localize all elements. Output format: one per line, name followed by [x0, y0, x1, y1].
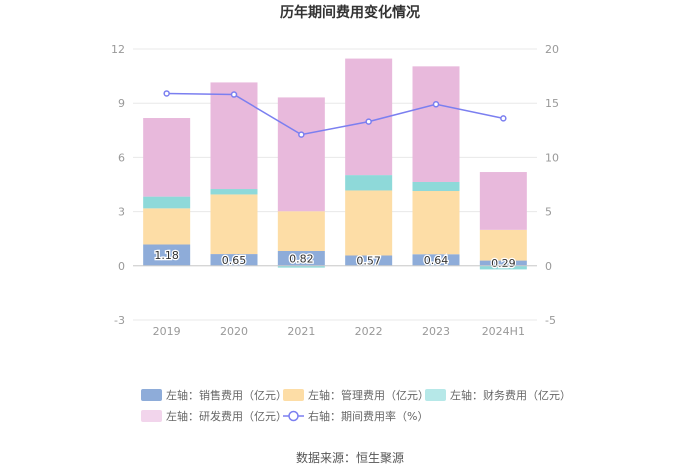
data-label: 0.65: [222, 254, 247, 267]
bar-segment: [412, 191, 460, 255]
category-label: 2021: [287, 325, 315, 338]
category-label: 2023: [422, 325, 450, 338]
bar-segment: [479, 265, 527, 270]
rate-point: [298, 131, 305, 138]
legend-swatch: [141, 410, 162, 422]
left-tick-label: -3: [114, 314, 125, 327]
left-tick-label: 3: [118, 206, 125, 219]
bar-segment: [210, 254, 258, 266]
left-tick-label: 6: [118, 151, 125, 164]
rate-point: [365, 118, 372, 125]
right-tick-label: 0: [545, 260, 552, 273]
bar-segment: [277, 265, 325, 268]
rate-point: [500, 115, 507, 122]
bar-segment: [210, 189, 258, 195]
legend-swatch: [283, 389, 304, 401]
bar-segment: [210, 194, 258, 255]
bar-segment: [143, 208, 191, 245]
rate-line-path: [166, 92, 504, 136]
bar-segment: [479, 260, 527, 266]
rate-point: [163, 90, 170, 97]
legend-label: 左轴：研发费用（亿元）: [166, 409, 287, 423]
legend-label: 左轴：管理费用（亿元）: [308, 388, 429, 402]
data-labels: 1.18 0.65 0.82 0.57 0.64 0.29: [153, 248, 517, 272]
legend-swatch: [141, 389, 162, 401]
right-tick-label: 5: [545, 206, 552, 219]
rate-line: [163, 90, 507, 138]
chart-title: 历年期间费用变化情况: [280, 4, 420, 21]
rate-point: [230, 91, 238, 98]
rate-point: [432, 101, 440, 108]
right-tick-label: 15: [545, 97, 559, 110]
legend-label: 左轴：销售费用（亿元）: [166, 388, 287, 402]
data-label: 0.64: [424, 254, 449, 267]
bars: [143, 58, 527, 270]
bar-segment: [479, 229, 527, 261]
legend-line-marker: [288, 410, 299, 422]
legend: 左轴：销售费用（亿元） 左轴：管理费用（亿元） 左轴：财务费用（亿元） 左轴：研发费用…: [141, 388, 571, 423]
bar-segment: [143, 244, 191, 266]
legend-label: 右轴：期间费用率（%）: [308, 409, 428, 423]
data-label: 1.18: [154, 249, 179, 262]
bar-segment: [412, 181, 460, 192]
bar-segment: [277, 250, 325, 266]
category-label: 2020: [220, 325, 248, 338]
bar-segment: [143, 118, 191, 197]
data-label: 0.82: [289, 252, 314, 265]
bar-segment: [345, 190, 393, 256]
bar-segment: [345, 255, 393, 266]
bar-segment: [412, 254, 460, 266]
bar-segment: [277, 97, 325, 212]
right-tick-label: 20: [545, 43, 559, 56]
legend-swatch: [425, 389, 446, 401]
source-note: 数据来源：恒生聚源: [296, 450, 404, 465]
bar-segment: [479, 172, 527, 230]
bar-segment: [345, 175, 393, 191]
category-label: 2019: [153, 325, 181, 338]
category-label: 2024H1: [482, 325, 525, 338]
bar-segment: [210, 82, 258, 190]
axes: -3 0 3 6 9 12 -5 0 5 10 15 20 2019 2020 2021 2022 2023 20…: [111, 43, 559, 338]
data-label: 0.29: [491, 257, 516, 270]
bar-segment: [143, 196, 191, 209]
right-tick-label: -5: [545, 314, 556, 327]
grid: [133, 48, 537, 321]
left-tick-label: 0: [118, 260, 125, 273]
bar-segment: [277, 211, 325, 251]
left-tick-label: 12: [111, 43, 125, 56]
data-label: 0.57: [356, 255, 381, 268]
left-tick-label: 9: [118, 97, 125, 110]
right-tick-label: 10: [545, 151, 559, 164]
legend-label: 左轴：财务费用（亿元）: [450, 388, 571, 402]
bar-segment: [412, 66, 460, 182]
category-label: 2022: [355, 325, 383, 338]
